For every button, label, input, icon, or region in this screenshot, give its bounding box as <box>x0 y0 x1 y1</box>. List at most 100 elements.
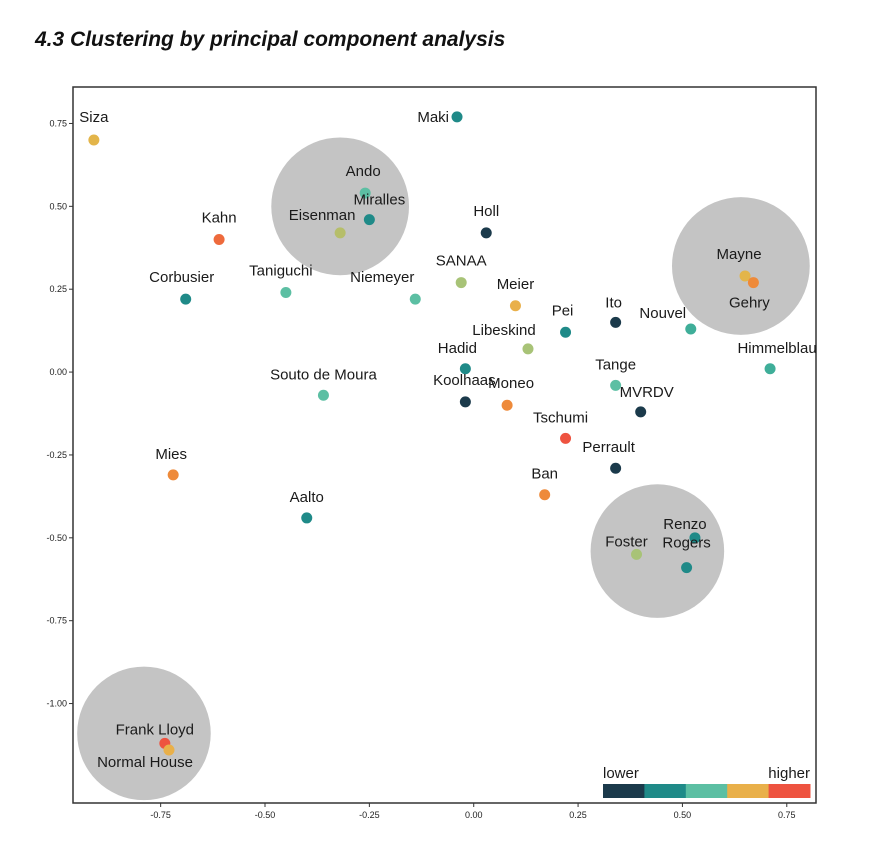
point-label: SANAA <box>436 253 487 270</box>
data-point <box>610 462 622 474</box>
cluster-circle <box>671 197 810 335</box>
point-label: Eisenman <box>289 207 356 224</box>
data-point <box>301 512 313 524</box>
data-point <box>631 548 643 560</box>
data-point <box>280 287 292 299</box>
legend-high-label: higher <box>768 765 810 782</box>
data-point <box>359 187 371 199</box>
data-point <box>560 432 572 444</box>
y-tick-label: -0.50 <box>46 533 67 543</box>
data-point <box>88 134 100 146</box>
point-label: MVRDV <box>620 384 674 401</box>
y-tick-label: 0.25 <box>49 284 67 294</box>
data-point <box>635 406 647 418</box>
data-point <box>560 326 572 338</box>
cluster-circle <box>590 484 725 618</box>
x-tick-label: 0.25 <box>569 810 587 820</box>
point-label: Renzo <box>663 516 706 533</box>
data-point <box>522 343 534 355</box>
point-label: Ando <box>346 163 381 180</box>
x-tick-label: -0.75 <box>150 810 171 820</box>
cluster-circle <box>271 137 410 276</box>
legend-swatch <box>603 784 645 798</box>
data-point <box>689 532 701 544</box>
legend-swatch <box>768 784 811 798</box>
x-axis: -0.75 -0.50 -0.25 0.00 0.25 0.50 0.75 <box>150 803 796 820</box>
point-label: Tschumi <box>533 409 588 426</box>
data-point <box>167 469 179 481</box>
point-label: Miralles <box>354 192 406 209</box>
point-label: Aalto <box>290 489 324 506</box>
point-label: Gehry <box>729 295 770 312</box>
point-label: Taniguchi <box>249 263 312 280</box>
x-tick-label: 0.00 <box>465 810 483 820</box>
point-label: Meier <box>497 276 535 293</box>
data-point <box>317 389 329 401</box>
x-tick-label: -0.25 <box>359 810 380 820</box>
x-tick-label: -0.50 <box>255 810 276 820</box>
data-point <box>480 227 492 239</box>
point-label: Holl <box>473 203 499 220</box>
data-point <box>459 363 471 375</box>
legend-swatch <box>727 784 770 798</box>
point-label: Mies <box>155 446 187 463</box>
data-point <box>459 396 471 408</box>
data-point <box>739 270 751 282</box>
data-point <box>213 233 225 245</box>
point-label: Hadid <box>438 340 477 357</box>
plot-frame <box>72 86 817 804</box>
cluster-layer <box>77 137 810 801</box>
y-axis: 0.75 0.50 0.25 0.00 -0.25 -0.50 -0.75 -1.00 <box>46 118 73 709</box>
data-point <box>610 379 622 391</box>
point-label: Ito <box>605 294 622 311</box>
data-point <box>409 293 421 305</box>
data-point <box>685 323 697 335</box>
data-point <box>509 300 521 312</box>
data-point <box>455 277 467 289</box>
point-label: Mayne <box>717 246 762 263</box>
data-point <box>334 227 346 239</box>
point-label: Tange <box>595 356 636 373</box>
y-tick-label: 0.50 <box>49 201 67 211</box>
data-point <box>539 489 551 501</box>
point-label: Souto de Moura <box>270 366 377 383</box>
y-tick-label: 0.75 <box>49 118 67 128</box>
data-point <box>180 293 192 305</box>
point-label: Corbusier <box>149 269 214 286</box>
y-tick-label: -0.75 <box>46 616 67 626</box>
data-point <box>501 399 513 411</box>
point-label: Himmelblau <box>737 340 816 357</box>
data-point <box>163 744 175 756</box>
point-label: Maki <box>417 109 449 126</box>
point-label: Koolhaas <box>433 372 496 389</box>
point-label: Pei <box>552 302 574 319</box>
data-point <box>764 363 776 375</box>
point-label: Ban <box>531 466 558 483</box>
point-label: Siza <box>79 109 109 126</box>
x-tick-label: 0.75 <box>778 810 796 820</box>
y-tick-label: 0.00 <box>49 367 67 377</box>
point-label: Moneo <box>488 375 534 392</box>
y-tick-label: -1.00 <box>46 699 67 709</box>
point-label: Perrault <box>582 439 635 456</box>
cluster-circle <box>77 666 211 801</box>
legend: lower higher <box>603 765 811 798</box>
legend-low-label: lower <box>603 765 639 782</box>
point-label: Libeskind <box>472 322 535 339</box>
point-label: Foster <box>605 533 648 550</box>
data-point <box>681 562 693 574</box>
y-tick-label: -0.25 <box>46 450 67 460</box>
point-label: Kahn <box>202 209 237 226</box>
data-point <box>610 316 622 328</box>
point-label: Nouvel <box>639 305 686 322</box>
data-point <box>363 214 375 226</box>
legend-swatch <box>685 784 728 798</box>
point-label: Frank Lloyd <box>116 721 194 738</box>
data-point <box>747 277 759 289</box>
point-label: Niemeyer <box>350 269 414 286</box>
point-label: Rogers <box>662 535 710 552</box>
legend-swatch <box>644 784 687 798</box>
chart-title: 4.3 Clustering by principal component an… <box>35 28 506 51</box>
